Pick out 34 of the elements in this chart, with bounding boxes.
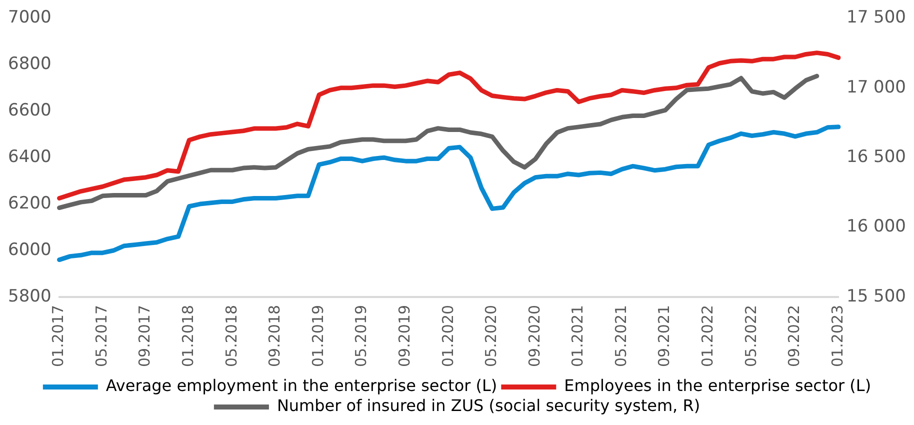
y2-tick-label: 16 000	[846, 216, 906, 237]
x-tick-label: 05.2018	[222, 304, 240, 367]
x-tick-label: 01.2022	[698, 304, 717, 367]
y2-tick-label: 15 500	[846, 286, 906, 306]
x-tick-label: 09.2019	[395, 304, 414, 367]
x-tick-label: 01.2021	[568, 304, 587, 367]
x-tick-label: 05.2020	[482, 304, 500, 367]
y-tick-label: 6200	[8, 193, 52, 214]
y-tick-label: 5800	[8, 286, 52, 306]
x-tick-label: 05.2019	[352, 304, 370, 367]
y2-tick-label: 17 000	[846, 77, 906, 98]
x-tick-label: 05.2021	[612, 304, 630, 367]
x-tick-label: 01.2018	[179, 304, 198, 367]
x-tick-label: 01.2020	[438, 304, 457, 367]
x-tick-label: 09.2018	[266, 304, 284, 367]
x-tick-label: 09.2022	[785, 304, 804, 367]
legend-label: Employees in the enterprise sector (L)	[564, 376, 872, 396]
x-tick-label: 09.2017	[136, 304, 154, 367]
x-tick-label: 05.2022	[742, 304, 760, 367]
x-tick-label: 09.2020	[525, 304, 544, 367]
x-tick-label: 09.2021	[655, 304, 674, 367]
y-tick-label: 6600	[8, 100, 52, 121]
y-tick-label: 6800	[8, 54, 52, 74]
y2-tick-label: 16 500	[846, 147, 906, 168]
y2-tick-label: 17 500	[846, 8, 906, 28]
y-tick-label: 7000	[8, 8, 52, 28]
x-tick-label: 01.2023	[828, 304, 846, 367]
x-tick-label: 01.2017	[49, 304, 68, 367]
x-tick-label: 05.2017	[92, 304, 110, 367]
x-tick-label: 01.2019	[308, 304, 327, 367]
y-tick-label: 6000	[8, 240, 52, 260]
legend-label: Average employment in the enterprise sector (L)	[106, 376, 498, 396]
y-tick-label: 6400	[8, 147, 52, 168]
legend-label: Number of insured in ZUS (social security system, R)	[276, 396, 700, 416]
